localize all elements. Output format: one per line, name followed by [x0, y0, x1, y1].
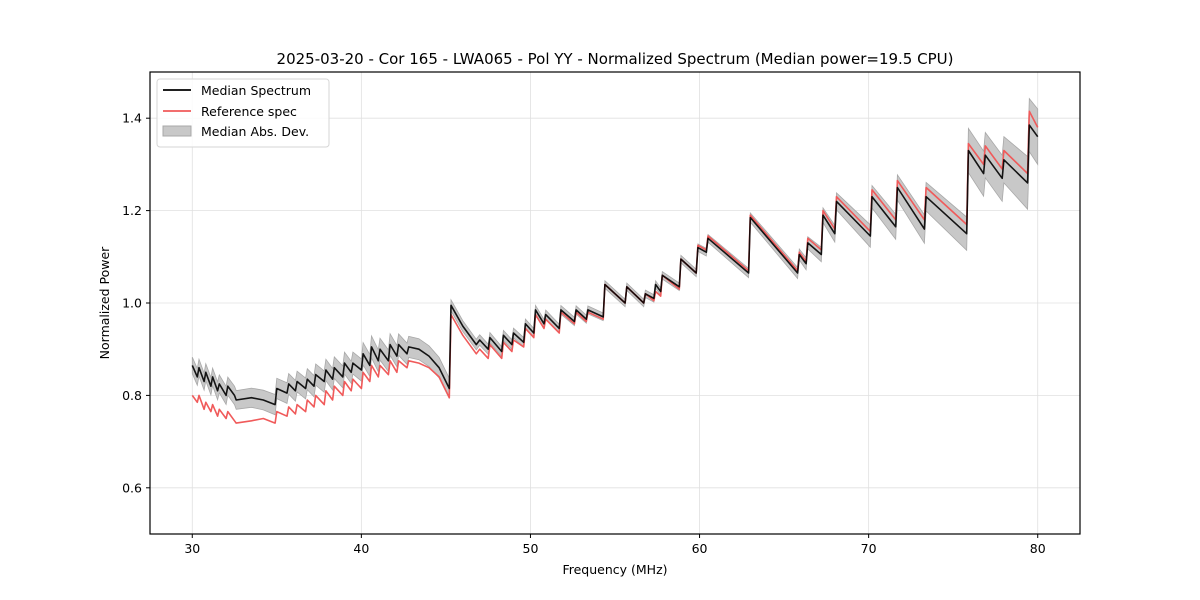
legend-box: [156, 78, 330, 148]
y-axis-label: Normalized Power: [97, 246, 112, 360]
x-tick-label: 30: [184, 541, 200, 556]
x-tick-label: 60: [692, 541, 708, 556]
y-tick-label: 1.2: [122, 203, 142, 218]
legend-label-mad: Median Abs. Dev.: [201, 124, 309, 139]
legend-label-median: Median Spectrum: [201, 83, 311, 98]
legend: Median Spectrum Reference spec Median Ab…: [156, 78, 330, 148]
mad-band: [191, 97, 1039, 416]
x-tick-label: 80: [1030, 541, 1046, 556]
y-tick-label: 1.4: [122, 111, 142, 126]
legend-label-reference: Reference spec: [201, 104, 297, 119]
x-tick-label: 40: [353, 541, 369, 556]
y-tick-label: 1.0: [122, 296, 142, 311]
median-spectrum-line: [191, 124, 1039, 406]
x-tick-label: 50: [523, 541, 539, 556]
y-axis: 0.6 0.8 1.0 1.2 1.4: [122, 111, 150, 495]
x-axis-label: Frequency (MHz): [562, 562, 667, 577]
chart-title: 2025-03-20 - Cor 165 - LWA065 - Pol YY -…: [277, 50, 954, 68]
x-axis: 30 40 50 60 70 80: [184, 534, 1046, 556]
y-tick-label: 0.8: [122, 388, 142, 403]
legend-swatch-mad: [162, 125, 192, 137]
x-tick-label: 70: [861, 541, 877, 556]
plot-area: [191, 97, 1039, 424]
y-tick-label: 0.6: [122, 480, 142, 495]
